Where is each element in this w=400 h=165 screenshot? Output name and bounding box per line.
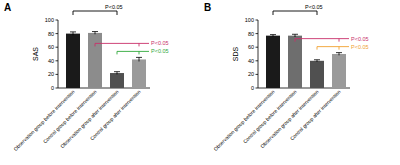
y-tick-label: 100 xyxy=(45,17,54,23)
error-bar xyxy=(270,35,276,37)
y-tick xyxy=(256,88,259,89)
significance-bracket xyxy=(273,11,317,15)
bar xyxy=(132,59,146,88)
significance-label: P<0.05 xyxy=(351,44,369,50)
y-axis xyxy=(258,20,259,88)
bar xyxy=(288,36,302,88)
y-tick-label: 0 xyxy=(251,85,254,91)
error-bar xyxy=(114,72,120,75)
y-tick-label: 40 xyxy=(48,58,54,64)
y-axis-label: SDS xyxy=(232,46,239,61)
panel-label: B xyxy=(204,2,211,13)
significance-bracket xyxy=(317,47,349,50)
y-tick xyxy=(256,74,259,75)
y-tick xyxy=(56,60,59,61)
y-tick-label: 20 xyxy=(48,71,54,77)
y-axis xyxy=(58,20,59,88)
y-tick xyxy=(256,47,259,48)
error-bar xyxy=(292,34,298,37)
figure: ASAS020406080100Observation group before… xyxy=(0,0,400,165)
x-tick-label: Control group after intervention xyxy=(89,88,142,141)
y-tick-label: 0 xyxy=(51,85,54,91)
error-bar xyxy=(70,32,76,35)
marks xyxy=(266,34,346,88)
significance-bracket xyxy=(95,43,149,46)
bar xyxy=(332,54,346,88)
panel-label: A xyxy=(4,2,11,13)
error-bar xyxy=(92,32,98,35)
significance-label: P<0.05 xyxy=(151,40,169,46)
significance-label: P<0.05 xyxy=(105,4,123,10)
x-tick-label: Control group after intervention xyxy=(289,88,342,141)
significance-bracket xyxy=(295,39,349,42)
significance-label: P<0.05 xyxy=(305,4,323,10)
y-tick xyxy=(56,47,59,48)
y-tick-label: 100 xyxy=(245,17,254,23)
y-tick-label: 60 xyxy=(48,44,54,50)
significance-bracket xyxy=(117,51,149,54)
error-bar xyxy=(314,60,320,62)
y-tick xyxy=(256,20,259,21)
y-tick-label: 80 xyxy=(248,31,254,37)
bar xyxy=(266,36,280,88)
y-tick xyxy=(256,33,259,34)
y-tick xyxy=(256,60,259,61)
bar xyxy=(310,61,324,88)
bar xyxy=(66,34,80,88)
y-axis-label: SAS xyxy=(32,47,39,61)
significance-bracket xyxy=(73,11,117,15)
error-bar xyxy=(336,53,342,56)
y-tick-label: 20 xyxy=(248,71,254,77)
marks xyxy=(66,32,146,88)
y-tick-label: 60 xyxy=(248,44,254,50)
error-bar xyxy=(136,57,142,61)
panel: ASAS020406080100Observation group before… xyxy=(4,2,169,152)
significance-label: P<0.05 xyxy=(351,36,369,42)
y-tick-label: 40 xyxy=(248,58,254,64)
bar xyxy=(88,33,102,88)
significance-label: P<0.05 xyxy=(151,48,169,54)
y-tick xyxy=(56,88,59,89)
y-tick-label: 80 xyxy=(48,31,54,37)
y-tick xyxy=(56,74,59,75)
y-tick xyxy=(56,20,59,21)
panel: BSDS020406080100Observation group before… xyxy=(204,2,369,152)
bar xyxy=(110,73,124,88)
y-tick xyxy=(56,33,59,34)
